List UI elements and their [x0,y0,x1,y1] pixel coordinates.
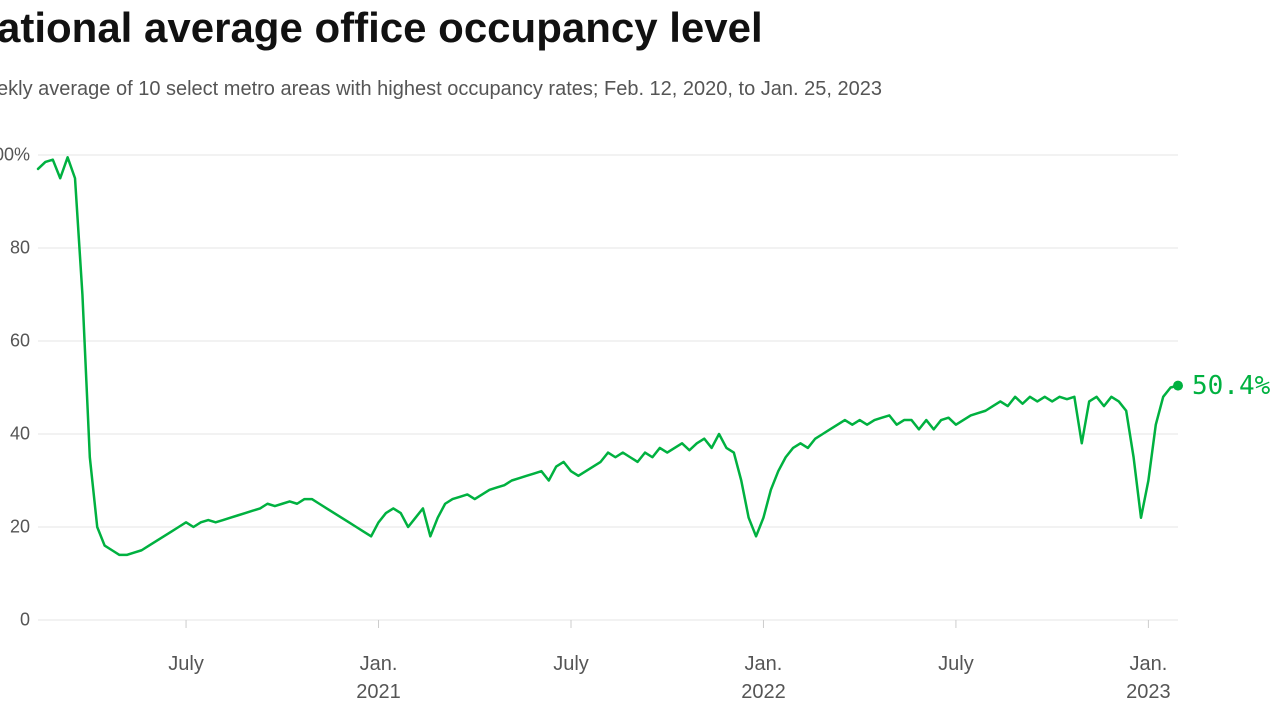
end-marker [1173,381,1183,391]
x-tick-label: July [938,650,974,678]
end-value-label: 50.4% [1192,371,1270,401]
x-tick-label: Jan.2021 [356,650,401,706]
y-tick-label: 60 [10,331,30,352]
y-tick-label: 00% [0,145,30,166]
y-tick-label: 20 [10,517,30,538]
y-tick-label: 40 [10,424,30,445]
line-chart [0,0,1280,719]
y-tick-label: 0 [20,610,30,631]
x-tick-label: July [168,650,204,678]
x-tick-label: Jan.2022 [741,650,786,706]
x-tick-label: July [553,650,589,678]
chart-container: 0 20 40 60 80 00% July Jan.2021 July Jan.2022 Jul… [0,0,1280,719]
x-tick-label: Jan.2023 [1126,650,1171,706]
occupancy-line [38,157,1178,555]
y-tick-label: 80 [10,238,30,259]
